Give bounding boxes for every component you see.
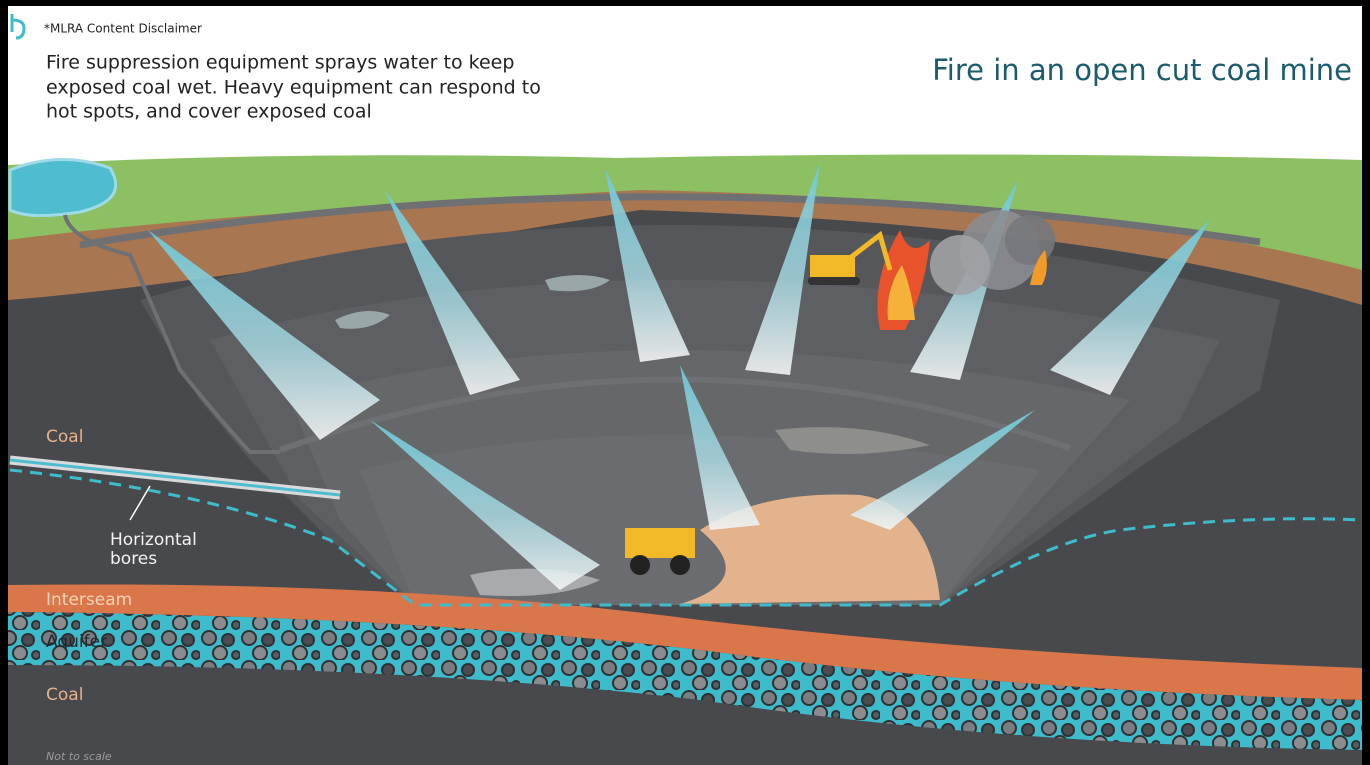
truck-body xyxy=(625,528,695,558)
excavator-body xyxy=(810,255,855,277)
label: Horizontal xyxy=(110,530,197,550)
excavator-track xyxy=(808,277,860,285)
disclaimer[interactable]: *MLRA Content Disclaimer xyxy=(44,22,202,36)
label: Coal xyxy=(46,427,83,447)
title: Fire in an open cut coal mine xyxy=(932,53,1352,87)
description-line: Fire suppression equipment sprays water … xyxy=(46,52,514,74)
wheel xyxy=(630,555,650,575)
illustration: *MLRA Content Disclaimer Fire suppressio… xyxy=(0,0,1370,765)
label: bores xyxy=(110,549,157,569)
wheel xyxy=(670,555,690,575)
note: Not to scale xyxy=(46,750,112,763)
page: *MLRA Content Disclaimer Fire suppressio… xyxy=(0,0,1370,765)
description-line: exposed coal wet. Heavy equipment can re… xyxy=(46,77,541,99)
smoke xyxy=(930,235,990,295)
label: Aquifer xyxy=(46,632,107,652)
label: Interseam xyxy=(46,590,132,610)
label: Coal xyxy=(46,685,83,705)
description-line: hot spots, and cover exposed coal xyxy=(46,101,372,123)
smoke xyxy=(1005,215,1055,265)
